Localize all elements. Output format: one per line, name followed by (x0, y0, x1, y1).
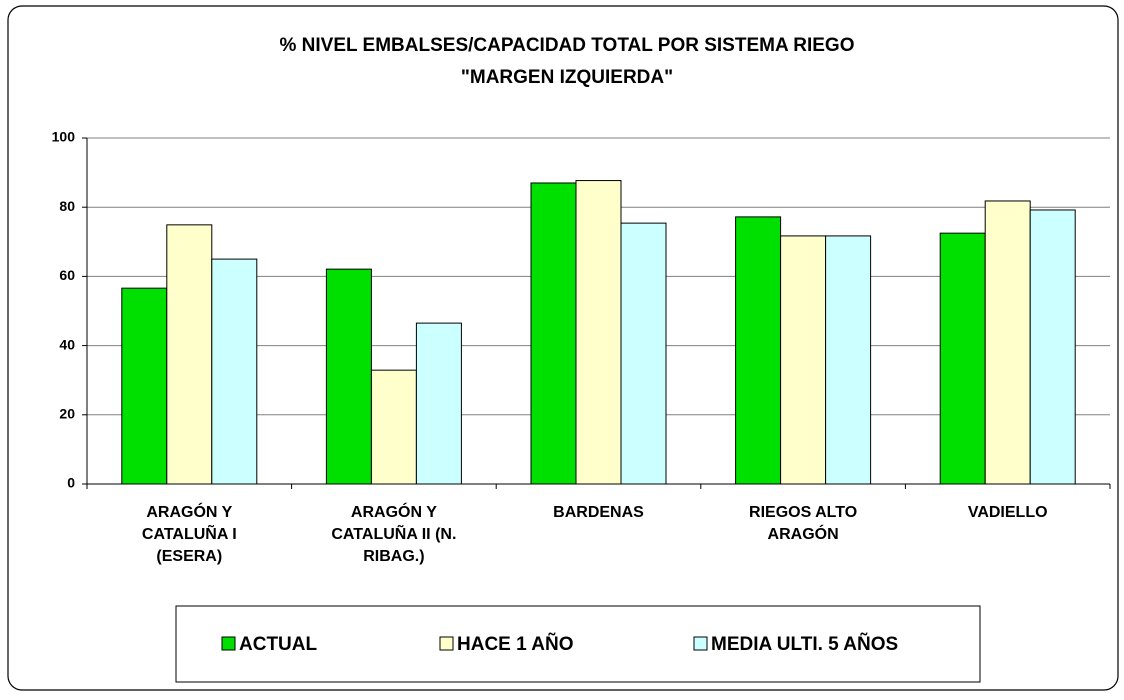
bar (325, 268, 372, 485)
y-tick-label: 40 (59, 336, 75, 352)
x-tick-label: ARAGÓN Y CATALUÑA II (N. RIBAG.) (331, 504, 457, 565)
bar (370, 369, 417, 485)
bar (780, 235, 827, 485)
bar (575, 180, 622, 485)
x-tick-label: VADIELLO (967, 504, 1048, 521)
legend-swatch (221, 636, 236, 651)
y-tick-label: 80 (59, 198, 75, 214)
x-tick-label: ARAGÓN Y CATALUÑA I (ESERA) (141, 504, 237, 565)
bar (939, 232, 986, 485)
bar (415, 322, 462, 485)
bar (1029, 209, 1076, 485)
y-tick-label: 100 (52, 129, 76, 145)
y-tick-label: 0 (67, 475, 75, 491)
chart-subtitle: "MARGEN IZQUIERDA" (461, 67, 673, 88)
legend-label: MEDIA ULTI. 5 AÑOS (711, 633, 898, 655)
bar (530, 182, 577, 485)
bar (984, 200, 1031, 485)
legend-label: HACE 1 AÑO (457, 633, 573, 655)
bar (825, 235, 872, 485)
legend-swatch (439, 636, 454, 651)
bar (620, 222, 667, 485)
bar (121, 287, 168, 485)
legend-label: ACTUAL (239, 634, 317, 655)
legend-swatch (693, 636, 708, 651)
y-tick-label: 20 (59, 406, 75, 422)
legend-box (175, 605, 981, 683)
bar (211, 258, 258, 485)
y-tick-label: 60 (59, 267, 75, 283)
chart-title: % NIVEL EMBALSES/CAPACIDAD TOTAL POR SIS… (280, 35, 855, 56)
x-tick-label: BARDENAS (553, 504, 644, 521)
bar (735, 216, 782, 485)
bar (166, 224, 213, 485)
x-tick-label: RIEGOS ALTO ARAGÓN (749, 504, 858, 543)
